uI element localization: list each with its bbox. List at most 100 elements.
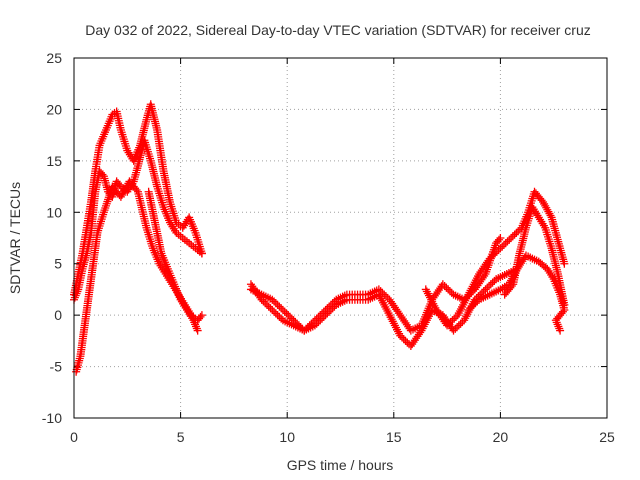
data-point [446,318,455,326]
data-point [467,302,476,311]
data-point [507,282,516,290]
data-point [512,228,521,237]
data-point [560,300,569,309]
series-marks [500,203,569,309]
data-point [197,311,206,320]
data-point [396,331,405,340]
data-point [328,304,337,313]
data-point [464,306,473,314]
data-point [471,299,480,308]
chart-title: Day 032 of 2022, Sidereal Day-to-day VTE… [85,22,591,38]
data-point [196,312,205,321]
data-point [261,299,270,308]
data-point [193,326,202,335]
data-point [450,314,459,323]
data-point [132,186,141,194]
data-point [399,335,408,344]
data-point [491,249,500,258]
data-point [268,306,277,314]
data-point [466,304,475,313]
data-point [451,324,460,333]
data-point [102,199,111,208]
data-point [318,314,327,323]
data-point [444,319,453,328]
data-point [453,323,462,332]
y-tick-label: -5 [50,359,63,375]
y-axis-label: SDTVAR / TECUs [7,182,23,294]
y-tick-label: 5 [54,256,62,272]
data-point [280,307,289,316]
data-point [546,211,555,220]
data-point [481,285,490,294]
x-tick-label: 20 [493,429,509,445]
data-point [314,318,323,326]
data-point [275,312,284,321]
data-point [397,333,406,342]
series-marks [421,187,569,330]
data-point [275,302,284,311]
y-tick-label: 0 [54,307,62,323]
data-point [485,254,494,263]
data-point [312,319,321,328]
data-point [498,242,507,251]
data-point [257,295,266,304]
data-point [270,307,279,316]
data-point [101,204,110,212]
data-point [444,285,453,294]
data-point [316,316,325,325]
data-point [507,234,516,242]
data-point [445,287,454,296]
data-point [501,239,510,248]
data-point [442,283,451,292]
data-point [449,326,458,335]
data-point [278,306,287,314]
data-point [499,240,508,249]
x-tick-label: 25 [599,429,615,445]
y-tick-label: 25 [46,50,62,66]
data-point [270,297,279,306]
y-tick-label: 10 [46,204,62,220]
data-point [271,309,280,318]
data-point [492,247,501,256]
data-point [273,300,282,309]
plot-frame [73,57,608,419]
x-axis-label: GPS time / hours [287,457,394,473]
data-point [319,312,328,321]
data-point [448,316,457,325]
data-point [503,237,512,246]
data-point [266,304,275,313]
data-point [486,280,495,289]
data-point [271,299,280,308]
x-tick-label: 15 [386,429,402,445]
data-point [469,300,478,309]
data-point [494,246,503,254]
data-point [456,319,465,328]
data-point [483,283,492,292]
data-point [277,304,286,313]
data-point [514,227,523,236]
series-marks [144,187,202,335]
y-tick-label: 15 [46,153,62,169]
data-point [101,201,110,210]
data-point [100,206,109,215]
data-point [282,309,291,318]
data-point [560,259,569,268]
data-point [321,311,330,320]
data-point [487,252,496,261]
data-point [376,287,385,296]
data-point [440,282,449,290]
data-point [510,230,519,239]
axis-ticks: 0 5 10 15 20 25 -10 -5 0 5 10 15 20 25 [42,50,615,445]
data-point [262,300,271,309]
y-tick-label: 20 [46,101,62,117]
data-point [284,311,293,320]
data-markers [70,100,569,376]
data-point [496,234,505,242]
y-tick-label: -10 [42,410,62,426]
series-marks [70,100,206,299]
data-point [488,278,497,287]
data-point [273,311,282,320]
data-point [454,321,463,330]
data-point [115,180,124,189]
